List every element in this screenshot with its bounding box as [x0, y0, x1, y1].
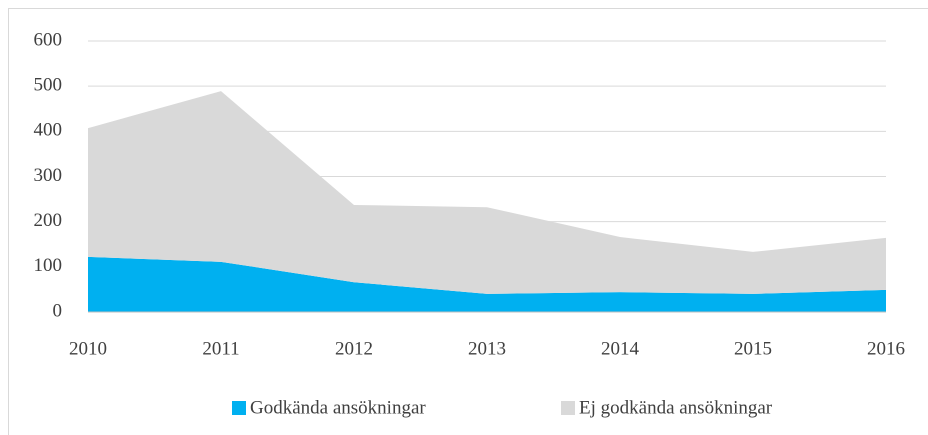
- x-tick-label: 2016: [867, 338, 905, 359]
- legend-label: Ej godkända ansökningar: [579, 397, 773, 418]
- legend-swatch: [232, 401, 246, 415]
- y-tick-label: 300: [34, 165, 63, 186]
- x-tick-label: 2010: [69, 338, 107, 359]
- x-tick-label: 2012: [335, 338, 373, 359]
- x-tick-label: 2011: [202, 338, 239, 359]
- x-tick-label: 2014: [601, 338, 640, 359]
- y-tick-label: 400: [34, 120, 63, 141]
- legend-label: Godkända ansökningar: [250, 397, 426, 418]
- x-tick-label: 2015: [734, 338, 772, 359]
- y-tick-label: 600: [34, 29, 63, 50]
- y-tick-label: 0: [53, 300, 63, 321]
- chart-frame: [8, 8, 928, 435]
- x-tick-label: 2013: [468, 338, 506, 359]
- y-tick-label: 200: [34, 210, 63, 231]
- legend-swatch: [561, 401, 575, 415]
- area: [88, 91, 886, 294]
- area: [88, 256, 886, 312]
- y-tick-label: 500: [34, 75, 63, 96]
- y-tick-label: 100: [34, 255, 63, 276]
